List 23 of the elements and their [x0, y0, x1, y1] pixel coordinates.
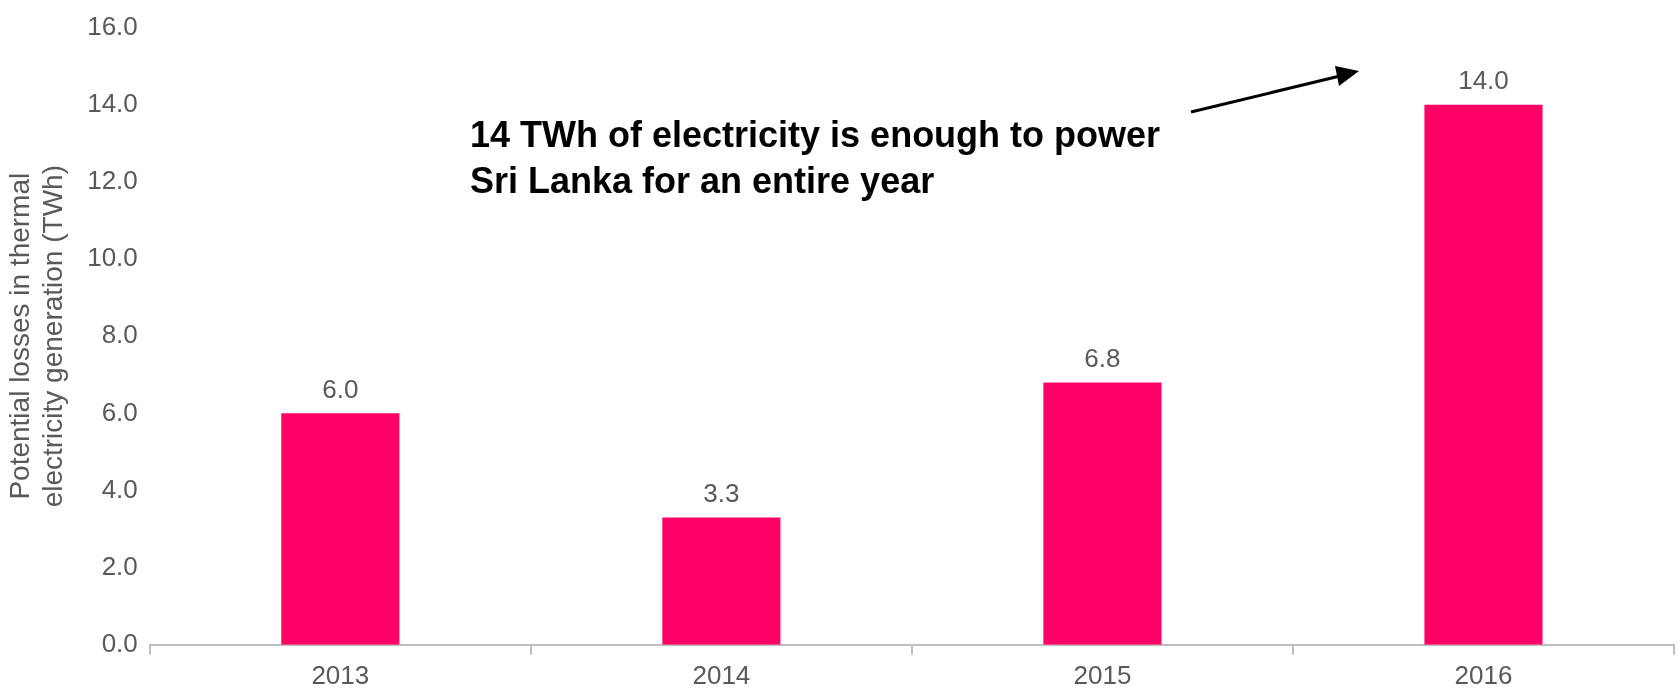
y-tick-label: 6.0 — [101, 396, 138, 427]
y-tick-label: 14.0 — [87, 87, 138, 118]
annotation: 14 TWh of electricity is enough to power Sri Lanka for an entire year — [470, 113, 1162, 203]
y-tick-label: 16.0 — [87, 10, 138, 41]
y-tick-label: 4.0 — [101, 473, 138, 504]
y-tick-label: 8.0 — [101, 319, 138, 350]
bar — [1043, 382, 1162, 645]
x-tick-label: 2013 — [311, 659, 370, 690]
data-label: 6.0 — [322, 373, 359, 404]
bar — [281, 413, 400, 645]
data-label: 3.3 — [703, 477, 740, 508]
x-tick-label: 2016 — [1454, 659, 1513, 690]
x-tick-label: 2015 — [1073, 659, 1132, 690]
y-tick-label: 2.0 — [101, 550, 138, 581]
y-axis-title: Potential losses in thermal electricity generation (TWh) — [3, 165, 69, 508]
y-tick-label: 0.0 — [101, 627, 138, 658]
y-tick-label: 10.0 — [87, 242, 138, 273]
data-label: 6.8 — [1084, 342, 1121, 373]
data-label: 14.0 — [1458, 64, 1509, 95]
x-tick-label: 2014 — [692, 659, 751, 690]
y-tick-label: 12.0 — [87, 165, 138, 196]
bar — [1424, 104, 1543, 645]
bar — [662, 517, 781, 645]
